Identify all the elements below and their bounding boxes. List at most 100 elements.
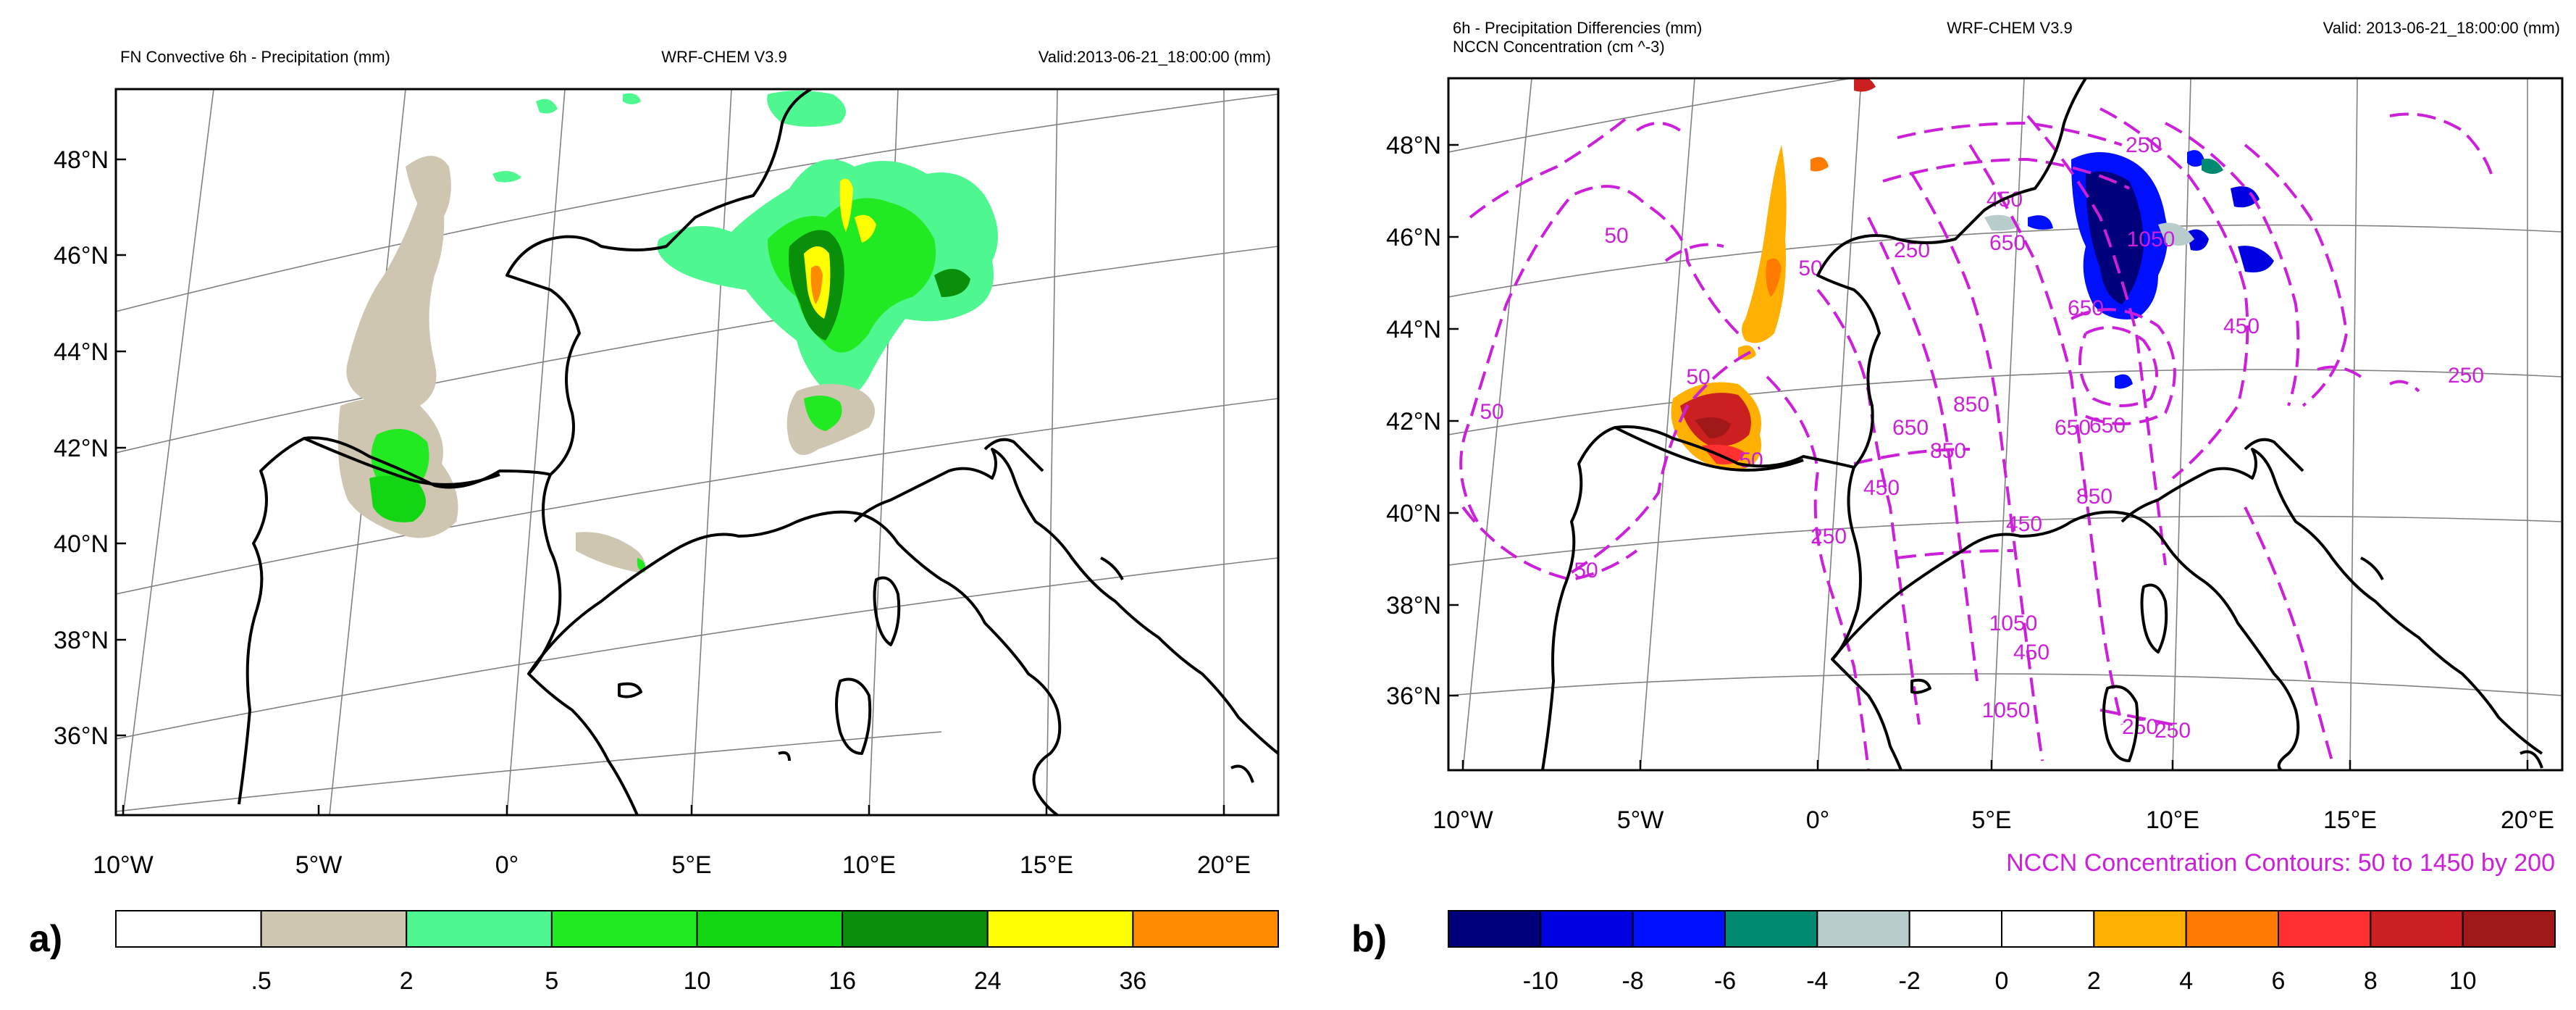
colorbar-label: 2 <box>2087 967 2101 995</box>
contour-label: 1050 <box>1989 612 2038 635</box>
panel-b-colorbar: -10 -8 -6 -4 -2 0 2 4 6 8 10 <box>1448 910 2556 995</box>
contour-label: 50 <box>1604 224 1628 248</box>
colorbar-label: -4 <box>1806 967 1828 995</box>
lon-tick-label: 5°E <box>671 851 711 879</box>
colorbar-box <box>1448 910 1542 948</box>
contour-label: 50 <box>1686 365 1710 389</box>
contour-label: 650 <box>2055 416 2091 440</box>
lon-tick-label: 5°W <box>295 851 343 879</box>
panel-b-header-left-2: NCCN Concentration (cm ^-3) <box>1453 38 1665 56</box>
colorbar-label: 4 <box>2179 967 2193 995</box>
panel-a-header-right: Valid:2013-06-21_18:00:00 (mm) <box>1039 48 1271 66</box>
lon-tick-label: 5°W <box>1617 806 1664 834</box>
panel-a-label: a) <box>29 918 62 960</box>
panel-b-nccn-contours <box>1459 107 2493 770</box>
colorbar-label: 36 <box>1119 967 1146 995</box>
colorbar-label: -8 <box>1622 967 1644 995</box>
contour-label: 1050 <box>1982 698 2031 722</box>
colorbar-label: -6 <box>1714 967 1736 995</box>
panel-a-frame <box>114 88 1280 817</box>
colorbar-box <box>1816 910 1910 948</box>
lat-tick-label: 42°N <box>1386 408 1441 435</box>
colorbar-box <box>406 910 553 948</box>
lat-tick-label: 40°N <box>54 530 109 558</box>
contour-label: 450 <box>2006 512 2042 536</box>
lat-tick-label: 36°N <box>54 722 109 750</box>
contour-label: 850 <box>1953 393 1989 417</box>
lon-tick-label: 20°E <box>1197 851 1251 879</box>
colorbar-box <box>2001 910 2095 948</box>
colorbar-label: 24 <box>974 967 1002 995</box>
contour-label: 850 <box>2076 485 2113 509</box>
colorbar-label: -2 <box>1899 967 1921 995</box>
lat-tick-label: 48°N <box>1386 132 1441 159</box>
contour-label: 250 <box>2448 364 2484 388</box>
colorbar-box <box>842 910 989 948</box>
contour-label: 1050 <box>2127 228 2176 251</box>
lon-tick-label: 10°E <box>842 851 896 879</box>
colorbar-label: 6 <box>2272 967 2286 995</box>
lon-tick-label: 20°E <box>2501 806 2554 834</box>
colorbar-box <box>2370 910 2464 948</box>
contour-label: 650 <box>1892 416 1929 440</box>
colorbar-box <box>2462 910 2556 948</box>
lat-tick-label: 46°N <box>54 242 109 270</box>
panel-b-header-center: WRF-CHEM V3.9 <box>1947 19 2073 37</box>
lon-tick-label: 10°E <box>2146 806 2199 834</box>
panel-b-graticule <box>1448 78 2562 770</box>
colorbar-box <box>1908 910 2003 948</box>
colorbar-label: 10 <box>684 967 711 995</box>
colorbar-box <box>1724 910 1818 948</box>
contour-label: 250 <box>2126 133 2162 157</box>
contour-label: 650 <box>1989 231 2026 255</box>
colorbar-label: 5 <box>545 967 558 995</box>
lon-tick-label: 5°E <box>1971 806 2011 834</box>
contour-label: 250 <box>2122 715 2158 739</box>
lat-tick-label: 48°N <box>54 146 109 174</box>
colorbar-label: 0 <box>1995 967 2009 995</box>
panel-a: FN Convective 6h - Precipitation (mm) WR… <box>29 48 1280 995</box>
panel-a-map-area <box>116 89 1278 815</box>
lat-tick-label: 38°N <box>54 627 109 654</box>
panel-a-header-center: WRF-CHEM V3.9 <box>661 48 787 66</box>
panel-b-map-area <box>1448 78 2562 770</box>
panel-b: 6h - Precipitation Differencies (mm) NCC… <box>1351 19 2564 995</box>
colorbar-label: -10 <box>1523 967 1558 995</box>
panel-b-coastlines <box>1541 78 2543 770</box>
contour-label: 450 <box>2013 640 2050 664</box>
lon-tick-label: 15°E <box>2323 806 2377 834</box>
colorbar-box <box>2278 910 2372 948</box>
lat-tick-label: 38°N <box>1386 592 1441 619</box>
panel-a-header-left: FN Convective 6h - Precipitation (mm) <box>120 48 390 66</box>
lat-tick-label: 42°N <box>54 435 109 462</box>
panel-a-lon-axis: 10°W 5°W 0° 5°E 10°E 15°E 20°E <box>93 805 1251 879</box>
colorbar-label: 10 <box>2449 967 2477 995</box>
panel-b-header-left-1: 6h - Precipitation Differencies (mm) <box>1453 19 1702 37</box>
colorbar-label: 2 <box>400 967 414 995</box>
panel-b-contour-note: NCCN Concentration Contours: 50 to 1450 … <box>2006 849 2555 877</box>
lat-tick-label: 40°N <box>1386 500 1441 527</box>
panel-a-border <box>303 437 500 486</box>
lat-tick-label: 46°N <box>1386 224 1441 251</box>
lat-tick-label: 44°N <box>1386 316 1441 343</box>
colorbar-box <box>1132 910 1279 948</box>
contour-label: 250 <box>1811 525 1847 548</box>
colorbar-box <box>1540 910 1634 948</box>
contour-label: 250 <box>2155 719 2191 743</box>
contour-label: 450 <box>1863 476 1900 500</box>
colorbar-box <box>260 910 408 948</box>
panel-a-map-content <box>116 89 1278 815</box>
contour-label: 650 <box>2068 296 2104 320</box>
lon-tick-label: 0° <box>495 851 519 879</box>
panel-b-contour-labels: 5050505050502502502502502504504504504506… <box>1480 133 2484 743</box>
colorbar-box <box>1632 910 1727 948</box>
colorbar-box <box>696 910 844 948</box>
panel-b-map-content: 5050505050502502502502502504504504504506… <box>1448 78 2562 770</box>
panel-a-coastlines <box>238 89 1278 815</box>
lon-tick-label: 10°W <box>93 851 154 879</box>
lon-tick-label: 15°E <box>1020 851 1073 879</box>
colorbar-label: 16 <box>828 967 856 995</box>
panel-b-label: b) <box>1351 918 1387 960</box>
lon-tick-label: 0° <box>1806 806 1830 834</box>
